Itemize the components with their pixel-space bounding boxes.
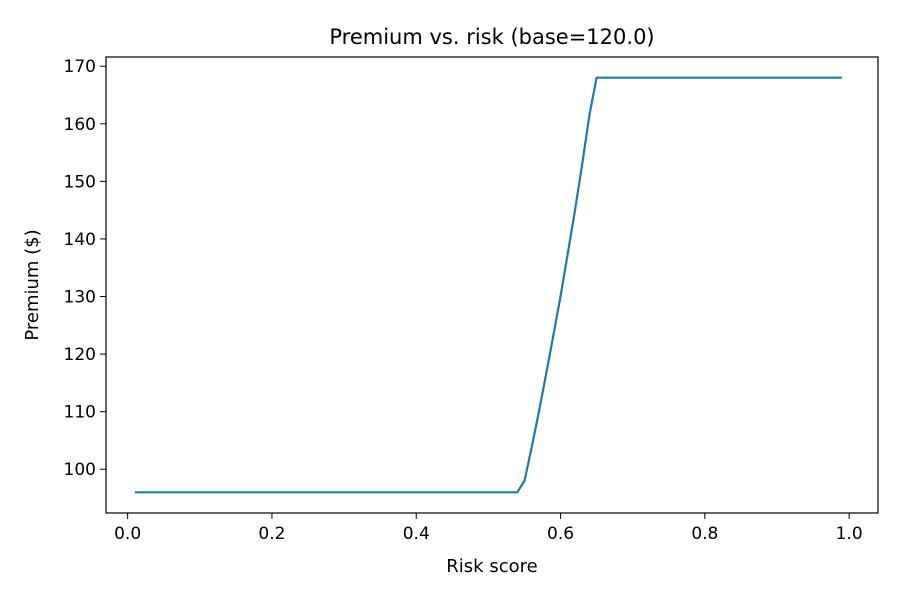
series-line [134, 76, 842, 494]
x-tick-label: 0.6 [547, 524, 574, 544]
x-tick-label: 0.2 [258, 524, 285, 544]
x-tick-label: 0.4 [403, 524, 430, 544]
plot-area [134, 76, 842, 494]
axes-frame [105, 56, 879, 514]
y-tick-label: 160 [64, 115, 96, 135]
y-tick-label: 130 [64, 288, 96, 308]
y-tick-label: 120 [64, 345, 96, 365]
y-tick-label: 170 [64, 57, 96, 77]
x-tick-label: 0.0 [114, 524, 141, 544]
x-axis-label: Risk score [446, 556, 537, 577]
y-tick-label: 140 [64, 230, 96, 250]
x-axis-ticks: 0.0 0.2 0.4 0.6 0.8 1.0 [114, 513, 863, 544]
y-axis-label: Premium ($) [22, 229, 43, 340]
x-tick-label: 0.8 [691, 524, 718, 544]
y-tick-label: 150 [64, 172, 96, 192]
chart-title: Premium vs. risk (base=120.0) [329, 25, 654, 49]
y-tick-label: 110 [64, 403, 96, 423]
y-tick-label: 100 [64, 460, 96, 480]
y-axis-ticks: 100 110 120 130 140 150 160 170 [64, 57, 106, 480]
x-tick-label: 1.0 [836, 524, 863, 544]
